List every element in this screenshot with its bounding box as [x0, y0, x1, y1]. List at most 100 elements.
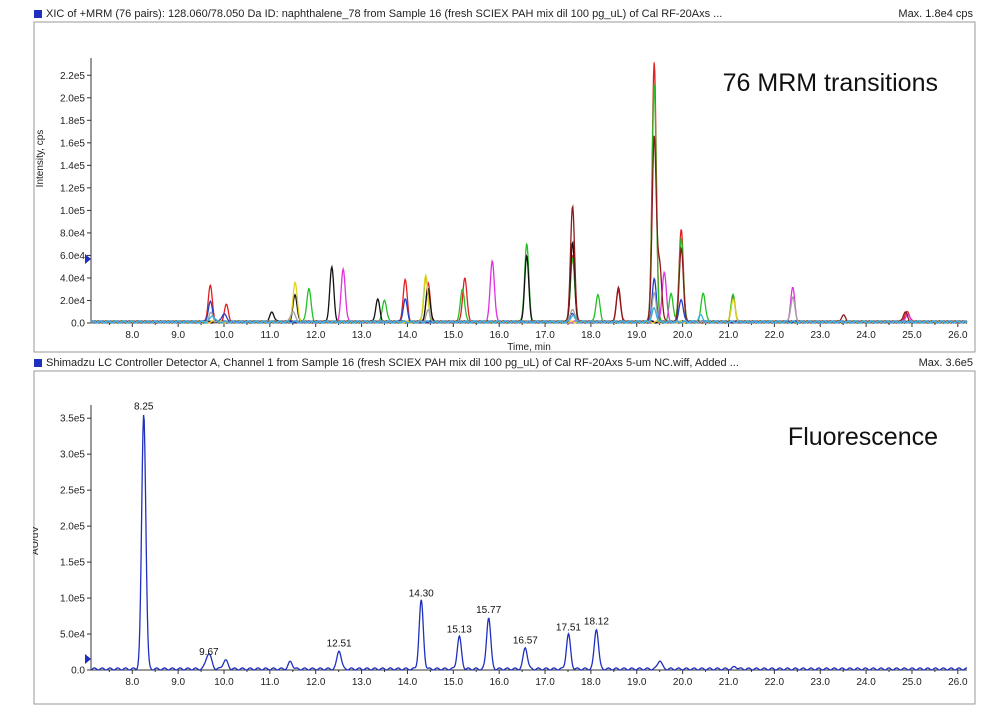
y-tick: 0.0: [71, 666, 91, 677]
y-axis-label: Intensity, cps: [35, 130, 46, 188]
y-tick: 1.6e5: [60, 138, 91, 149]
y-tick: 5.0e4: [60, 630, 91, 641]
x-tick-label: 26.0: [948, 677, 968, 688]
y-tick: 3.0e5: [60, 450, 91, 461]
x-tick-label: 8.0: [125, 330, 139, 341]
x-tick-label: 9.0: [171, 330, 185, 341]
y-tick: 1.4e5: [60, 161, 91, 172]
x-tick-label: 20.0: [673, 330, 693, 341]
y-tick-label: 2.0e5: [60, 93, 85, 104]
x-tick-label: 21.0: [719, 330, 739, 341]
x-tick-label: 21.0: [719, 677, 739, 688]
y-tick-label: 6.0e4: [60, 251, 85, 262]
y-tick: 2.2e5: [60, 71, 91, 82]
x-tick-label: 23.0: [811, 330, 831, 341]
y-tick: 1.0e5: [60, 206, 91, 217]
chromatogram-trace: [90, 306, 968, 324]
plot-frame: [33, 370, 976, 705]
y-tick: 6.0e4: [60, 251, 91, 262]
x-tick-label: 17.0: [535, 330, 555, 341]
mrm-max-intensity: Max. 1.8e4 cps: [898, 8, 973, 20]
y-tick-label: 2.0e5: [60, 522, 85, 533]
y-tick: 2.5e5: [60, 486, 91, 497]
x-tick-label: 12.0: [306, 677, 326, 688]
panel-marker-icon: [34, 10, 42, 18]
fluorescence-chart-panel: Shimadzu LC Controller Detector A, Chann…: [33, 355, 977, 705]
x-tick-label: 25.0: [902, 677, 922, 688]
mrm-panel-header: XIC of +MRM (76 pairs): 128.060/78.050 D…: [33, 6, 977, 22]
y-tick: 4.0e4: [60, 273, 91, 284]
x-tick-label: 19.0: [627, 330, 647, 341]
fluorescence-max-intensity: Max. 3.6e5: [918, 357, 973, 369]
y-axis-label: AU/uV: [33, 526, 41, 555]
y-tick-label: 1.2e5: [60, 183, 85, 194]
peak-label: 17.51: [556, 622, 581, 633]
y-tick-label: 1.6e5: [60, 138, 85, 149]
y-tick-label: 4.0e4: [60, 273, 85, 284]
y-tick: 1.2e5: [60, 183, 91, 194]
y-tick: 2.0e5: [60, 522, 91, 533]
y-tick-label: 1.8e5: [60, 116, 85, 127]
y-tick: 1.5e5: [60, 558, 91, 569]
chart-annotation: 76 MRM transitions: [723, 69, 938, 97]
x-axis-label: Time, min: [507, 342, 551, 353]
peak-label: 12.51: [327, 638, 352, 649]
x-tick-label: 13.0: [352, 330, 372, 341]
x-tick-label: 19.0: [627, 677, 647, 688]
peak-label: 9.67: [199, 647, 219, 658]
x-tick-label: 10.0: [214, 330, 234, 341]
y-tick-label: 2.5e5: [60, 486, 85, 497]
mrm-panel-title: XIC of +MRM (76 pairs): 128.060/78.050 D…: [46, 8, 723, 20]
y-tick: 1.8e5: [60, 116, 91, 127]
y-tick-label: 3.0e5: [60, 450, 85, 461]
y-tick-label: 1.5e5: [60, 558, 85, 569]
x-tick-label: 22.0: [765, 330, 785, 341]
y-tick: 8.0e4: [60, 228, 91, 239]
peak-label: 14.30: [409, 589, 434, 600]
y-tick-label: 0.0: [71, 666, 85, 677]
x-tick-label: 25.0: [902, 330, 922, 341]
y-tick-label: 1.0e5: [60, 594, 85, 605]
y-tick-label: 2.0e4: [60, 296, 85, 307]
chromatogram-trace: [90, 414, 968, 671]
x-tick-label: 12.0: [306, 330, 326, 341]
x-tick-label: 24.0: [856, 330, 876, 341]
baseline-marker-icon: [85, 654, 91, 664]
y-tick-label: 8.0e4: [60, 228, 85, 239]
chart-annotation: Fluorescence: [788, 423, 938, 451]
fluorescence-panel-title: Shimadzu LC Controller Detector A, Chann…: [46, 357, 739, 369]
chromatogram-trace: [90, 240, 968, 324]
x-tick-label: 16.0: [489, 677, 509, 688]
x-tick-label: 8.0: [125, 677, 139, 688]
x-tick-label: 14.0: [398, 330, 418, 341]
x-tick-label: 14.0: [398, 677, 418, 688]
x-tick-label: 18.0: [581, 330, 601, 341]
y-tick-label: 1.0e5: [60, 206, 85, 217]
baseline-marker-icon: [85, 254, 91, 264]
y-tick-label: 1.4e5: [60, 161, 85, 172]
peak-label: 16.57: [513, 635, 538, 646]
chromatogram-trace: [90, 276, 968, 324]
y-tick-label: 3.5e5: [60, 414, 85, 425]
x-tick-label: 13.0: [352, 677, 372, 688]
y-tick-label: 5.0e4: [60, 630, 85, 641]
y-tick: 2.0e5: [60, 93, 91, 104]
x-tick-label: 26.0: [948, 330, 968, 341]
mrm-chart-panel: XIC of +MRM (76 pairs): 128.060/78.050 D…: [33, 6, 977, 354]
y-tick-label: 2.2e5: [60, 71, 85, 82]
x-tick-label: 24.0: [856, 677, 876, 688]
x-tick-label: 15.0: [444, 677, 464, 688]
y-tick: 1.0e5: [60, 594, 91, 605]
fluorescence-chart: 0.0 5.0e4 1.0e5 1.5e5 2.0e5 2.5e5 3.0e5 3.5e5 8.…: [33, 370, 976, 705]
peak-label: 18.12: [584, 617, 609, 628]
x-tick-label: 11.0: [261, 677, 280, 688]
fluorescence-panel-header: Shimadzu LC Controller Detector A, Chann…: [33, 355, 977, 371]
x-tick-label: 11.0: [261, 330, 280, 341]
peak-label: 15.13: [447, 625, 472, 636]
plot-frame: [33, 21, 976, 353]
y-tick: 3.5e5: [60, 414, 91, 425]
x-tick-label: 18.0: [581, 677, 601, 688]
y-tick: 0.0: [71, 319, 91, 330]
y-tick: 2.0e4: [60, 296, 91, 307]
mrm-chart: 0.0 2.0e4 4.0e4 6.0e4 8.0e4 1.0e5 1.2e5 1.4e5 1.…: [33, 21, 976, 353]
